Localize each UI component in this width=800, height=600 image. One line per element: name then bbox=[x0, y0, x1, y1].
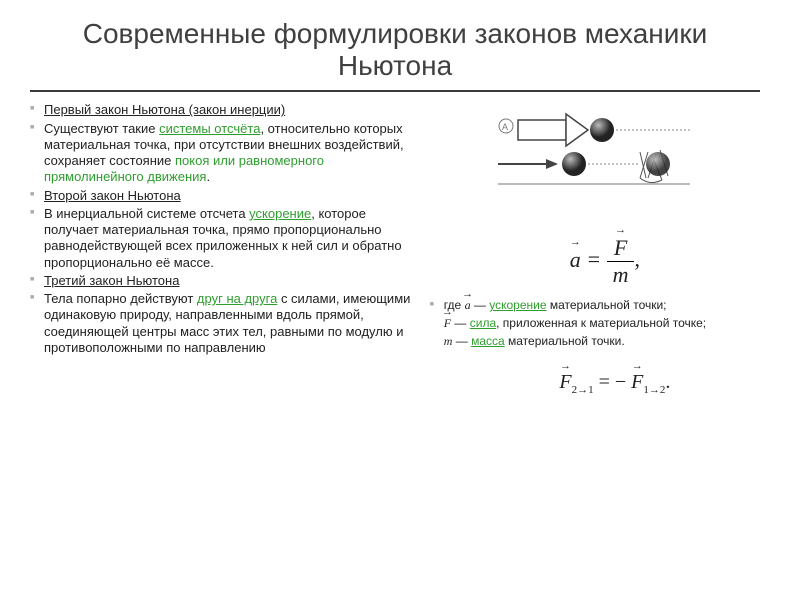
law2-title: Второй закон Ньютона bbox=[44, 188, 181, 203]
legend-m: m — масса материальной точки. bbox=[430, 334, 760, 350]
title-wrap: Современные формулировки законов механик… bbox=[30, 18, 760, 82]
formula-a-vec: a bbox=[570, 247, 581, 273]
legend-m-link[interactable]: масса bbox=[471, 334, 505, 348]
law2-text-a: В инерциальной системе отсчета bbox=[44, 206, 249, 221]
law1-text-a: Существуют такие bbox=[44, 121, 159, 136]
legend-a-sym: a bbox=[465, 298, 471, 314]
legend-F-dash: — bbox=[451, 316, 470, 330]
law1-title-item: Первый закон Ньютона (закон инерции) bbox=[30, 102, 418, 118]
legend-a: где a — ускорение материальной точки; bbox=[430, 298, 760, 314]
formula-tail: , bbox=[634, 247, 640, 272]
formula2-F1: F bbox=[559, 371, 571, 394]
law3-link-eachother[interactable]: друг на друга bbox=[197, 291, 277, 306]
law3-body-item: Тела попарно действуют друг на друга с с… bbox=[30, 291, 418, 356]
formula-F-vec: F bbox=[614, 235, 627, 261]
left-column: Первый закон Ньютона (закон инерции) Сущ… bbox=[30, 102, 418, 396]
formula-acceleration: a = Fm, bbox=[450, 235, 760, 288]
formula2-mid: = − bbox=[594, 371, 632, 393]
law2-title-item: Второй закон Ньютона bbox=[30, 188, 418, 204]
law3-title: Третий закон Ньютона bbox=[44, 273, 179, 288]
formula2-F2: F bbox=[631, 371, 643, 394]
formula2-dot: . bbox=[665, 371, 670, 393]
law2-body-item: В инерциальной системе отсчета ускорение… bbox=[30, 206, 418, 271]
right-column: A a = Fm, где a bbox=[430, 102, 760, 396]
formula-eq: = bbox=[581, 247, 607, 272]
law1-title: Первый закон Ньютона (закон инерции) bbox=[44, 102, 285, 117]
legend-F: F — сила, приложенная к материальной точ… bbox=[430, 316, 760, 332]
legend-m-dash: — bbox=[452, 334, 471, 348]
slide: Современные формулировки законов механик… bbox=[0, 0, 800, 600]
law1-body-item: Существуют такие системы отсчёта, относи… bbox=[30, 121, 418, 186]
legend-a-dash: — bbox=[471, 298, 490, 312]
law1-dot: . bbox=[206, 169, 210, 184]
legend-F-sym: F bbox=[444, 316, 451, 332]
formula2-sub1: 2→1 bbox=[572, 384, 594, 396]
legend-F-link[interactable]: сила bbox=[470, 316, 496, 330]
legend-a-link[interactable]: ускорение bbox=[489, 298, 546, 312]
legend-m-tail: материальной точки. bbox=[505, 334, 625, 348]
formula-third-law: F2→1 = − F1→2. bbox=[470, 371, 760, 396]
svg-text:A: A bbox=[502, 122, 508, 132]
law3-text-a: Тела попарно действуют bbox=[44, 291, 197, 306]
legend-a-tail: материальной точки; bbox=[547, 298, 667, 312]
formula-m: m bbox=[607, 262, 635, 288]
inertia-diagram: A bbox=[490, 106, 690, 216]
formula2-sub2: 1→2 bbox=[643, 384, 665, 396]
content-columns: Первый закон Ньютона (закон инерции) Сущ… bbox=[30, 102, 760, 396]
slide-title: Современные формулировки законов механик… bbox=[30, 18, 760, 82]
title-rule bbox=[30, 90, 760, 92]
law3-title-item: Третий закон Ньютона bbox=[30, 273, 418, 289]
law2-link-acceleration[interactable]: ускорение bbox=[249, 206, 311, 221]
law1-link-systems[interactable]: системы отсчёта bbox=[159, 121, 260, 136]
legend-F-tail: , приложенная к материальной точке; bbox=[496, 316, 706, 330]
